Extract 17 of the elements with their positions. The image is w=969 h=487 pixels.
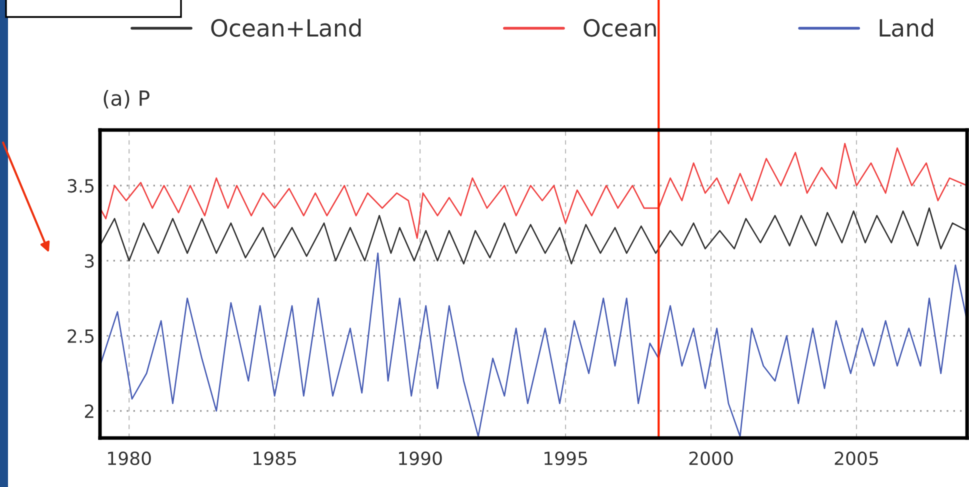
y-tick-label: 3.5 — [68, 179, 94, 193]
x-tick-label: 1980 — [108, 452, 151, 466]
y-tick-label: 3 — [85, 254, 94, 268]
x-tick-label: 1985 — [254, 452, 296, 466]
line-series — [100, 252, 968, 438]
legend-label: Ocean — [584, 18, 656, 37]
x-tick-label: 1995 — [544, 452, 587, 466]
x-tick-label: 2000 — [689, 452, 733, 466]
legend-label: Land — [880, 18, 933, 37]
x-tick-label: 2005 — [834, 452, 878, 466]
y-tick-label: 2.5 — [68, 329, 94, 343]
y-tick-label: 2 — [84, 404, 94, 418]
chart-title: (a) P — [104, 90, 150, 108]
legend-label: Ocean+Land — [211, 18, 361, 37]
line-series — [100, 207, 968, 264]
line-series — [100, 142, 968, 239]
x-tick-label: 1990 — [399, 452, 442, 466]
